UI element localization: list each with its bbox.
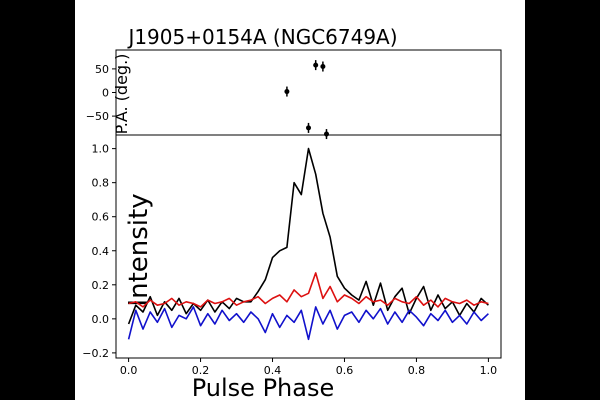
pa-y-tick-label: 0 [102, 87, 109, 100]
figure-panel: J1905+0154A (NGC6749A) P.A. (deg.) Inten… [75, 0, 525, 400]
chart-title: J1905+0154A (NGC6749A) [126, 25, 397, 49]
intensity-y-tick-label: −0.2 [82, 347, 109, 360]
intensity-y-tick-label: 0.2 [92, 279, 110, 292]
profile-series-line-0 [127, 147, 489, 325]
intensity-y-tick-label: 0.4 [92, 245, 110, 258]
x-tick-label: 1.0 [480, 364, 498, 377]
intensity-plot-frame [115, 134, 502, 359]
intensity-y-tick-label: 0.8 [92, 177, 110, 190]
pa-y-tick-label: 50 [95, 63, 109, 76]
intensity-y-tick-label: 0.6 [92, 211, 110, 224]
pa-plot: −50 0 50 [86, 49, 502, 140]
pa-y-tick-label: −50 [86, 110, 109, 123]
x-tick-label: 0.0 [120, 364, 137, 377]
pa-point [313, 62, 319, 68]
x-tick-label: 0.6 [336, 364, 354, 377]
pa-point [284, 89, 290, 95]
intensity-axis-label: Intensity [124, 193, 154, 306]
profile-series-line-1 [128, 272, 489, 308]
pa-point [306, 125, 311, 131]
pa-point [323, 131, 329, 137]
chart-svg: J1905+0154A (NGC6749A) P.A. (deg.) Inten… [82, 25, 502, 400]
x-tick-label: 0.2 [192, 364, 210, 377]
pa-plot-frame [115, 49, 502, 136]
intensity-y-tick-label: 0.0 [92, 313, 110, 326]
pa-point [320, 64, 326, 70]
intensity-plot: −0.2 0.0 0.2 0.4 0.6 0.8 1.0 0.0 0.2 0.4 0.6 0.8 1.0 [82, 134, 502, 377]
x-axis-label: Pulse Phase [192, 374, 335, 400]
pa-axis-label: P.A. (deg.) [112, 54, 131, 135]
intensity-y-tick-label: 1.0 [92, 143, 110, 156]
x-tick-label: 0.8 [408, 364, 426, 377]
profile-series-line-2 [127, 306, 489, 341]
x-tick-label: 0.4 [264, 364, 282, 377]
